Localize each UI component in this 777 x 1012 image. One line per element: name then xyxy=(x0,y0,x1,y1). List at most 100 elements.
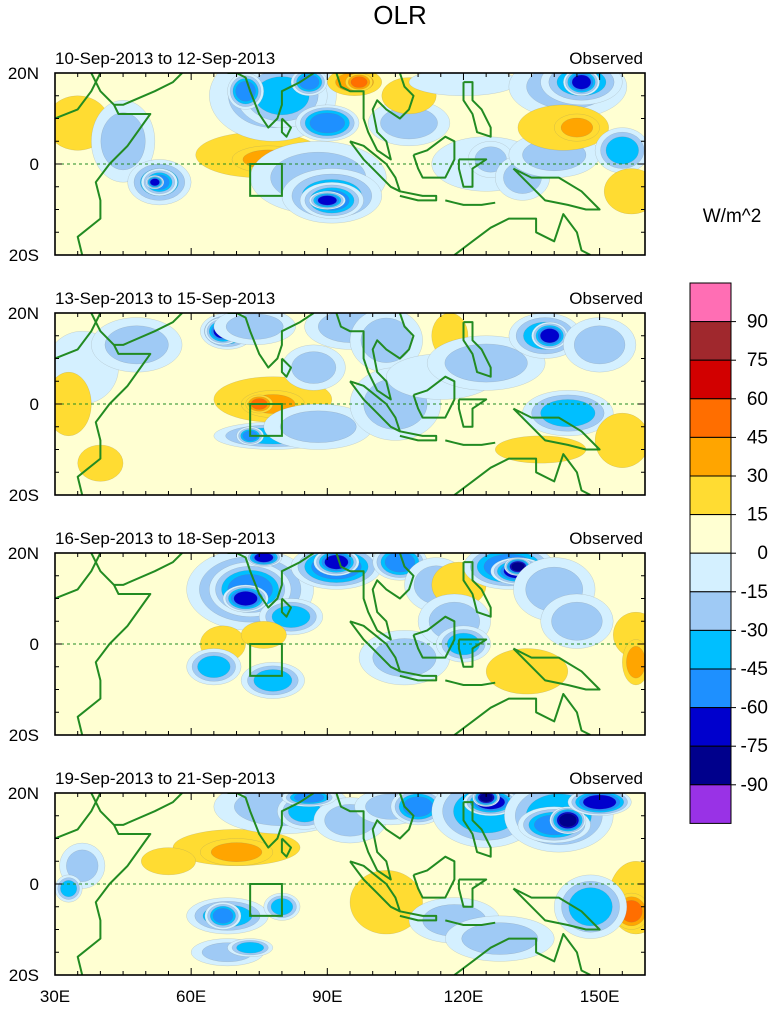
colorbar-swatch xyxy=(689,398,732,438)
colorbar-swatch xyxy=(689,436,732,477)
olr-anomaly-field xyxy=(186,553,645,699)
colorbar-label: 75 xyxy=(747,350,768,371)
coastline xyxy=(412,135,456,179)
anomaly-contour xyxy=(551,601,603,641)
x-axis-label: 120E xyxy=(444,987,484,1006)
colorbar-label: -30 xyxy=(741,620,768,641)
coastline xyxy=(462,801,492,858)
coastline xyxy=(512,647,601,691)
coastline xyxy=(335,313,415,401)
anomaly-contour xyxy=(574,325,626,365)
y-axis-label: 20S xyxy=(9,726,39,745)
anomaly-contour xyxy=(254,553,274,563)
anomaly-contour xyxy=(100,112,146,171)
coastline xyxy=(114,73,183,106)
anomaly-contour xyxy=(540,328,560,343)
coastline xyxy=(399,910,438,922)
colorbar-swatch xyxy=(689,282,732,323)
colorbar-label: -45 xyxy=(741,659,768,680)
coastline xyxy=(512,167,601,211)
colorbar-label: 15 xyxy=(747,505,768,526)
olr-anomaly-field xyxy=(55,793,645,967)
anomaly-contour xyxy=(236,942,264,954)
anomaly-contour xyxy=(350,76,368,88)
coastline xyxy=(445,439,496,446)
coastlines xyxy=(55,313,601,495)
coastline xyxy=(453,933,591,975)
coastline xyxy=(335,553,415,641)
panel-date-range: 13-Sep-2013 to 15-Sep-2013 xyxy=(55,289,275,308)
anomaly-contour xyxy=(605,136,639,165)
colorbar-label: 30 xyxy=(747,466,768,487)
anomaly-contour xyxy=(141,847,196,876)
coastline xyxy=(462,561,492,618)
anomaly-contour xyxy=(568,887,613,927)
anomaly-contour xyxy=(309,112,345,134)
anomaly-contour xyxy=(626,646,645,679)
coastline xyxy=(280,597,292,618)
coastline xyxy=(462,321,492,378)
map-panel: 20N 0 20S 16-Sep-2013 to 18-Sep-2013 Observe… xyxy=(8,529,646,745)
anomaly-contour xyxy=(571,74,592,90)
anomaly-contour xyxy=(279,410,357,443)
anomaly-contour xyxy=(317,195,337,206)
anomaly-contour xyxy=(60,880,77,897)
anomaly-contour xyxy=(225,313,284,340)
coastline xyxy=(512,887,601,931)
colorbar-swatch xyxy=(689,475,732,516)
coastline xyxy=(462,81,492,138)
coastline xyxy=(227,313,315,369)
anomaly-contour xyxy=(402,796,434,817)
colorbar-label: -90 xyxy=(741,775,768,796)
anomaly-contour xyxy=(240,621,287,649)
coastline xyxy=(457,398,488,428)
y-axis-label: 0 xyxy=(30,155,39,174)
anomaly-contour xyxy=(253,669,293,692)
coastline xyxy=(76,73,152,255)
anomaly-contour xyxy=(212,908,234,924)
y-axis-label: 20N xyxy=(8,304,39,323)
coastline xyxy=(335,793,415,881)
colorbar-swatch xyxy=(689,629,732,670)
anomaly-contour xyxy=(558,813,578,828)
anomaly-contour xyxy=(197,655,231,678)
coastline xyxy=(412,855,456,899)
map-panel: 20N 0 20S 10-Sep-2013 to 12-Sep-2013 Observe… xyxy=(8,49,646,265)
anomaly-contour xyxy=(479,793,494,803)
anomaly-contour xyxy=(540,399,596,427)
coastline xyxy=(457,158,488,188)
x-axis-labels: 30E 60E 90E 120E 150E xyxy=(40,987,620,1006)
y-axis-label: 20N xyxy=(8,64,39,83)
anomaly-contour xyxy=(291,351,337,384)
colorbar-label: -60 xyxy=(741,698,768,719)
coastline xyxy=(114,313,183,346)
colorbar-label: 0 xyxy=(757,543,768,564)
anomaly-contour xyxy=(594,412,645,468)
anomaly-contour xyxy=(324,554,349,570)
colorbar-swatch xyxy=(689,745,732,786)
anomaly-contour xyxy=(604,168,645,215)
colorbar: 90 75 60 45 30 15 0 -15 -30 -45 -60 -75 -90 xyxy=(689,282,768,824)
anomaly-contour xyxy=(210,842,263,862)
panel-date-range: 16-Sep-2013 to 18-Sep-2013 xyxy=(55,529,275,548)
coastline xyxy=(512,407,601,451)
coastline xyxy=(445,199,496,206)
y-axis-label: 0 xyxy=(30,395,39,414)
colorbar-swatch xyxy=(689,321,732,361)
coastline xyxy=(445,919,496,926)
coastline xyxy=(76,553,152,735)
coastline xyxy=(227,793,315,849)
y-axis-label: 20S xyxy=(9,246,39,265)
coastline xyxy=(280,837,292,858)
anomaly-contour xyxy=(510,561,525,572)
coastline xyxy=(335,73,415,161)
anomaly-contour xyxy=(235,81,256,102)
colorbar-label: -15 xyxy=(741,582,768,603)
coastline xyxy=(227,553,315,609)
anomaly-contour xyxy=(461,922,539,955)
index-region-box xyxy=(249,163,283,197)
panel-label: Observed xyxy=(569,49,643,68)
index-region-box xyxy=(249,643,283,677)
figure-title: OLR xyxy=(373,0,426,30)
